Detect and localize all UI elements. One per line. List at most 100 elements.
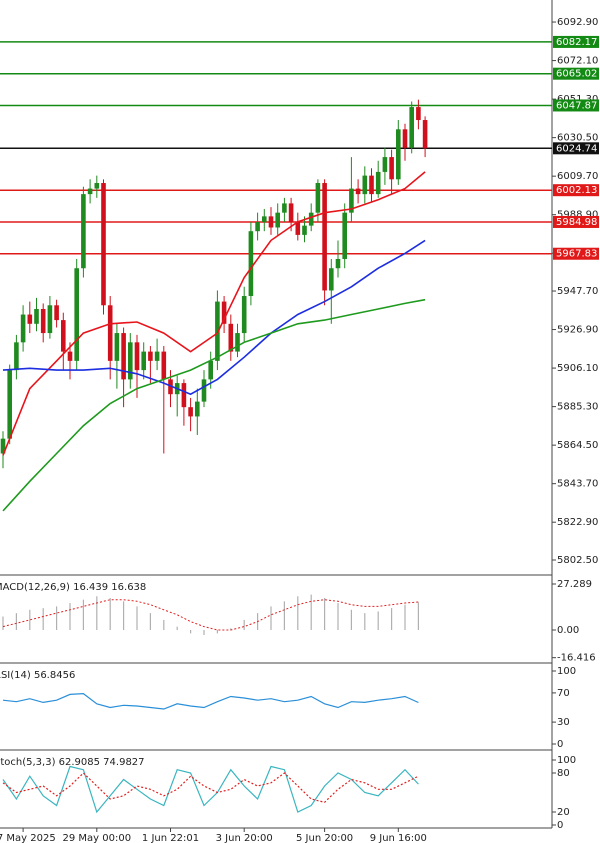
- candle-body: [241, 296, 247, 334]
- candle-body: [349, 188, 354, 213]
- candle-body: [107, 305, 113, 361]
- moving-average: [2, 298, 426, 512]
- candle-body: [14, 342, 19, 371]
- x-tick-label: 29 May 00:00: [63, 833, 132, 843]
- candle-body: [228, 323, 234, 352]
- x-tick-label: 9 Jun 16:00: [370, 833, 427, 843]
- price-level-tag: [553, 247, 599, 260]
- candle-body: [20, 314, 26, 343]
- price-level-tag: [553, 99, 599, 112]
- price-level-label: 5967.83: [556, 249, 597, 260]
- y-tick-label: 5947.70: [557, 286, 598, 297]
- candle-body: [416, 107, 421, 121]
- y-tick-label: 6072.10: [557, 56, 598, 67]
- price-level-label: 6024.74: [556, 143, 597, 154]
- price-level-label: 5984.98: [556, 217, 597, 228]
- y-tick-label: 5802.50: [557, 555, 598, 566]
- candle-body: [148, 351, 153, 361]
- moving-average: [2, 171, 426, 456]
- y-tick-label: 100: [557, 755, 576, 766]
- candle-body: [94, 183, 100, 189]
- candle-body: [154, 351, 160, 361]
- x-tick-label: 3 Jun 20:00: [216, 833, 273, 843]
- candle-body: [215, 301, 220, 361]
- candle-body: [221, 301, 227, 324]
- candle-body: [181, 383, 187, 408]
- y-tick-label: 6030.50: [557, 133, 598, 144]
- x-tick-label: 1 Jun 22:01: [142, 833, 199, 843]
- candle-body: [87, 188, 93, 195]
- x-tick-label: 5 Jun 20:00: [296, 833, 353, 843]
- candle-body: [34, 308, 39, 324]
- candle-body: [262, 216, 267, 222]
- candle-body: [268, 216, 274, 228]
- candle-body: [134, 342, 140, 371]
- indicator-line: [2, 765, 419, 814]
- candle-body: [208, 360, 213, 380]
- candle-body: [409, 107, 414, 148]
- y-tick-label: 27.289: [557, 579, 592, 590]
- candle-body: [288, 203, 294, 222]
- candle-body: [248, 231, 254, 297]
- price-level-label: 6065.02: [556, 69, 597, 80]
- candle-body: [295, 221, 301, 235]
- candle-body: [27, 314, 33, 324]
- price-level-tag: [553, 142, 599, 155]
- y-tick-label: 6009.70: [557, 171, 598, 182]
- panel-title: RSI(14) 56.8456: [0, 670, 75, 681]
- candle-body: [0, 438, 6, 454]
- candle-body: [369, 175, 374, 195]
- y-tick-label: 0.00: [557, 625, 579, 636]
- price-level-tag: [553, 35, 599, 48]
- candle-body: [362, 175, 368, 195]
- candle-body: [255, 221, 260, 232]
- candle-body: [201, 379, 207, 402]
- candle-body: [195, 401, 200, 417]
- candle-body: [47, 305, 53, 334]
- y-tick-label: 0: [557, 820, 563, 831]
- candle-body: [375, 171, 381, 195]
- y-tick-label: 0: [557, 739, 563, 750]
- signal-line: [2, 599, 419, 631]
- price-level-label: 6002.13: [556, 185, 597, 196]
- candle-body: [114, 333, 120, 361]
- candle-body: [389, 157, 394, 180]
- candle-body: [342, 212, 347, 259]
- candle-body: [422, 120, 428, 149]
- y-tick-label: 100: [557, 666, 576, 677]
- y-tick-label: 70: [557, 688, 570, 699]
- indicator-line: [2, 692, 419, 710]
- y-tick-label: 80: [557, 768, 570, 779]
- y-tick-label: 5988.90: [557, 210, 598, 221]
- candle-body: [74, 268, 79, 361]
- candle-body: [101, 183, 106, 306]
- x-tick-label: 27 May 2025: [0, 833, 56, 843]
- price-level-label: 6082.17: [556, 37, 597, 48]
- candle-body: [61, 320, 66, 352]
- candle-body: [396, 129, 401, 180]
- candle-body: [54, 305, 59, 321]
- candle-body: [121, 333, 126, 380]
- y-tick-label: -16.416: [557, 653, 596, 664]
- y-tick-label: 30: [557, 717, 570, 728]
- candle-body: [141, 351, 146, 371]
- candle-body: [355, 188, 361, 195]
- candle-body: [322, 183, 327, 291]
- price-level-tag: [553, 184, 599, 197]
- candle-body: [308, 212, 314, 226]
- candle-body: [40, 308, 46, 334]
- candle-body: [67, 351, 73, 361]
- y-tick-label: 20: [557, 807, 570, 818]
- y-tick-label: 5822.90: [557, 517, 598, 528]
- candle-body: [128, 342, 133, 380]
- candle-body: [81, 194, 86, 269]
- candle-body: [161, 351, 167, 380]
- y-tick-label: 5885.30: [557, 402, 598, 413]
- moving-average: [2, 239, 426, 396]
- candle-body: [235, 333, 240, 352]
- y-tick-label: 5926.90: [557, 325, 598, 336]
- y-tick-label: 5843.70: [557, 479, 598, 490]
- candle-body: [275, 212, 280, 228]
